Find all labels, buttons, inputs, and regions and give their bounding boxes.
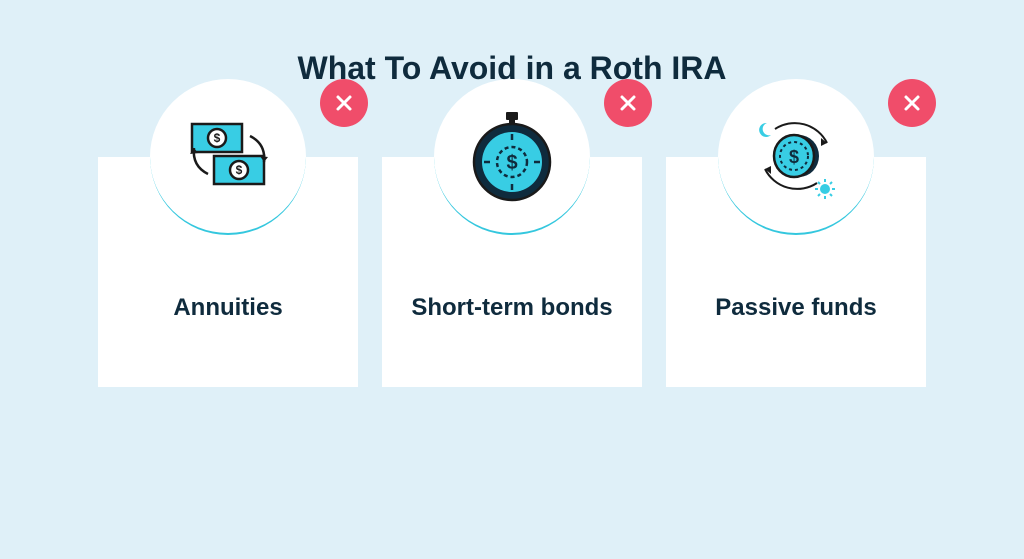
annuities-icon: $ $ [178,116,278,196]
card-label: Annuities [98,293,358,323]
close-icon [320,79,368,127]
coin-cycle-icon: $ [741,101,851,211]
card-label: Passive funds [666,293,926,323]
stopwatch-icon: $ [462,106,562,206]
card-passive-funds: $ Passive funds [666,157,926,387]
icon-circle: $ $ [150,79,306,235]
close-icon [604,79,652,127]
icon-circle: $ [434,79,590,235]
icon-circle: $ [718,79,874,235]
svg-text:$: $ [214,131,221,145]
card-annuities: $ $ [98,157,358,387]
svg-text:$: $ [236,163,243,177]
infographic-canvas: What To Avoid in a Roth IRA $ $ [0,0,1024,559]
card-short-term-bonds: $ Short-term bonds [382,157,642,387]
svg-text:$: $ [506,152,517,174]
card-row: $ $ [90,157,934,387]
svg-text:$: $ [789,147,799,167]
close-icon [888,79,936,127]
card-label: Short-term bonds [382,293,642,323]
